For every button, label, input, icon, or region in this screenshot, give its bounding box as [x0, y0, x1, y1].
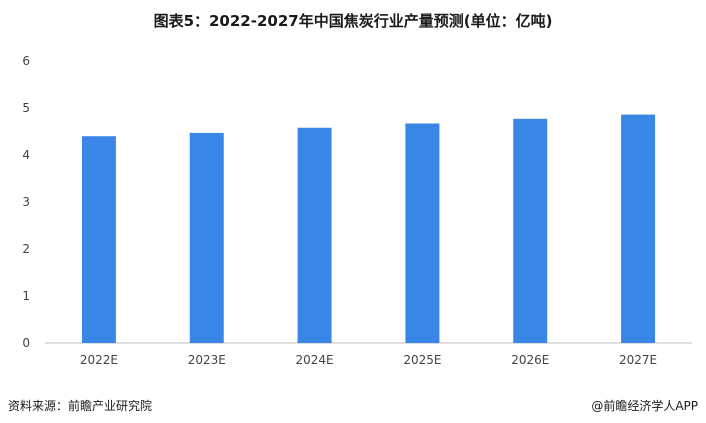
bar	[621, 114, 656, 343]
y-tick-label: 1	[22, 289, 30, 303]
y-tick-label: 6	[22, 54, 30, 68]
x-tick-label: 2026E	[511, 353, 549, 367]
x-tick-label: 2025E	[403, 353, 441, 367]
bar	[513, 118, 548, 343]
source-note: 资料来源：前瞻产业研究院	[8, 399, 153, 413]
y-tick-label: 2	[22, 242, 30, 256]
brand-credit: @前瞻经济学人APP	[591, 399, 698, 413]
y-tick-label: 0	[22, 336, 30, 350]
x-tick-label: 2027E	[619, 353, 657, 367]
bar	[81, 136, 116, 343]
x-tick-label: 2022E	[80, 353, 118, 367]
x-tick-label: 2023E	[188, 353, 226, 367]
bar	[297, 127, 332, 344]
y-tick-label: 5	[22, 101, 30, 115]
bar	[405, 123, 440, 343]
y-tick-label: 4	[22, 148, 30, 162]
x-tick-label: 2024E	[296, 353, 334, 367]
chart-title: 图表5：2022-2027年中国焦炭行业产量预测(单位：亿吨)	[153, 12, 553, 30]
bar	[189, 132, 224, 343]
y-tick-label: 3	[22, 195, 30, 209]
